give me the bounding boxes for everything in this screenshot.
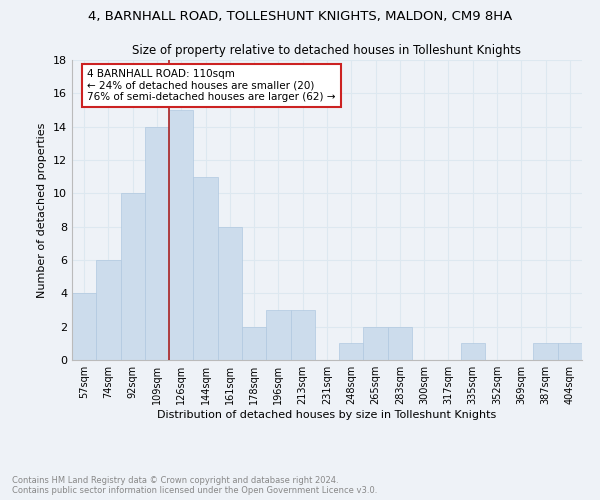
Title: Size of property relative to detached houses in Tolleshunt Knights: Size of property relative to detached ho… [133,44,521,58]
Text: Contains HM Land Registry data © Crown copyright and database right 2024.
Contai: Contains HM Land Registry data © Crown c… [12,476,377,495]
Bar [121,194,145,360]
Y-axis label: Number of detached properties: Number of detached properties [37,122,47,298]
Bar [533,344,558,360]
Bar [169,110,193,360]
Bar [72,294,96,360]
Bar [145,126,169,360]
Bar [461,344,485,360]
Bar [558,344,582,360]
Bar [364,326,388,360]
Text: 4 BARNHALL ROAD: 110sqm
← 24% of detached houses are smaller (20)
76% of semi-de: 4 BARNHALL ROAD: 110sqm ← 24% of detache… [88,69,336,102]
X-axis label: Distribution of detached houses by size in Tolleshunt Knights: Distribution of detached houses by size … [157,410,497,420]
Bar [388,326,412,360]
Bar [218,226,242,360]
Text: 4, BARNHALL ROAD, TOLLESHUNT KNIGHTS, MALDON, CM9 8HA: 4, BARNHALL ROAD, TOLLESHUNT KNIGHTS, MA… [88,10,512,23]
Bar [290,310,315,360]
Bar [193,176,218,360]
Bar [266,310,290,360]
Bar [339,344,364,360]
Bar [242,326,266,360]
Bar [96,260,121,360]
